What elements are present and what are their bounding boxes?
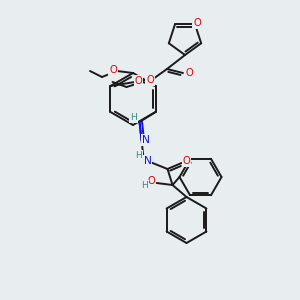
Text: H: H [141,181,148,190]
Text: O: O [185,68,193,78]
Text: O: O [193,18,201,28]
Text: H: H [130,113,137,122]
Text: H: H [135,151,142,160]
Text: N: N [144,156,152,166]
Text: N: N [142,135,149,145]
Text: O: O [135,76,142,86]
Text: O: O [148,176,155,186]
Text: O: O [109,65,117,75]
Text: O: O [183,156,190,166]
Text: O: O [146,75,154,85]
